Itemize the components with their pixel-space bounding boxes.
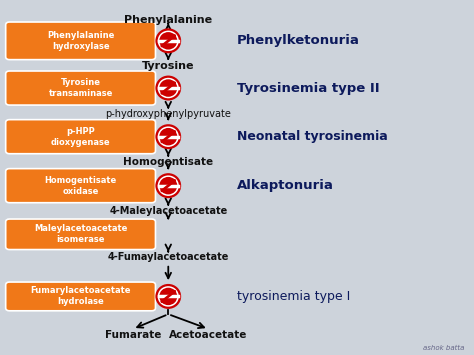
Ellipse shape bbox=[158, 31, 179, 51]
Text: Neonatal tyrosinemia: Neonatal tyrosinemia bbox=[237, 130, 388, 143]
Ellipse shape bbox=[155, 173, 181, 198]
Text: Phenylketonuria: Phenylketonuria bbox=[237, 34, 360, 47]
Text: p-HPP
dioxygenase: p-HPP dioxygenase bbox=[51, 127, 110, 147]
Text: Acetoacetate: Acetoacetate bbox=[169, 331, 248, 340]
FancyBboxPatch shape bbox=[6, 22, 155, 60]
Ellipse shape bbox=[159, 128, 177, 146]
Text: Phenylalanine: Phenylalanine bbox=[124, 15, 212, 24]
Text: tyrosinemia type I: tyrosinemia type I bbox=[237, 290, 350, 303]
Text: ashok batta: ashok batta bbox=[423, 345, 465, 351]
Text: Tyrosinemia type II: Tyrosinemia type II bbox=[237, 82, 380, 94]
Text: Tyrosine: Tyrosine bbox=[142, 61, 194, 71]
Ellipse shape bbox=[159, 32, 177, 50]
FancyBboxPatch shape bbox=[6, 282, 155, 311]
FancyBboxPatch shape bbox=[6, 71, 155, 105]
Text: Phenylalanine
hydroxylase: Phenylalanine hydroxylase bbox=[47, 31, 114, 51]
Ellipse shape bbox=[155, 284, 181, 309]
FancyBboxPatch shape bbox=[6, 219, 155, 250]
Ellipse shape bbox=[158, 126, 179, 147]
Ellipse shape bbox=[155, 28, 181, 53]
Ellipse shape bbox=[159, 79, 177, 97]
Text: p-hydroxyphenylpyruvate: p-hydroxyphenylpyruvate bbox=[105, 109, 231, 119]
Ellipse shape bbox=[155, 124, 181, 149]
FancyBboxPatch shape bbox=[6, 120, 155, 154]
Text: Fumarate: Fumarate bbox=[105, 331, 161, 340]
FancyBboxPatch shape bbox=[6, 169, 155, 203]
Ellipse shape bbox=[159, 177, 177, 195]
Text: Maleylacetoacetate
isomerase: Maleylacetoacetate isomerase bbox=[34, 224, 127, 244]
Ellipse shape bbox=[158, 78, 179, 98]
Text: Tyrosine
transaminase: Tyrosine transaminase bbox=[48, 78, 113, 98]
Ellipse shape bbox=[158, 175, 179, 196]
Ellipse shape bbox=[155, 76, 181, 100]
Text: 4-Maleylacetoacetate: 4-Maleylacetoacetate bbox=[109, 206, 228, 216]
Text: Homogentisate: Homogentisate bbox=[123, 157, 213, 166]
Ellipse shape bbox=[158, 286, 179, 307]
Text: Homogentisate
oxidase: Homogentisate oxidase bbox=[45, 176, 117, 196]
Text: 4-Fumaylacetoacetate: 4-Fumaylacetoacetate bbox=[108, 252, 229, 262]
Text: Alkaptonuria: Alkaptonuria bbox=[237, 179, 334, 192]
Text: Fumarylacetoacetate
hydrolase: Fumarylacetoacetate hydrolase bbox=[30, 286, 131, 306]
Ellipse shape bbox=[159, 288, 177, 305]
